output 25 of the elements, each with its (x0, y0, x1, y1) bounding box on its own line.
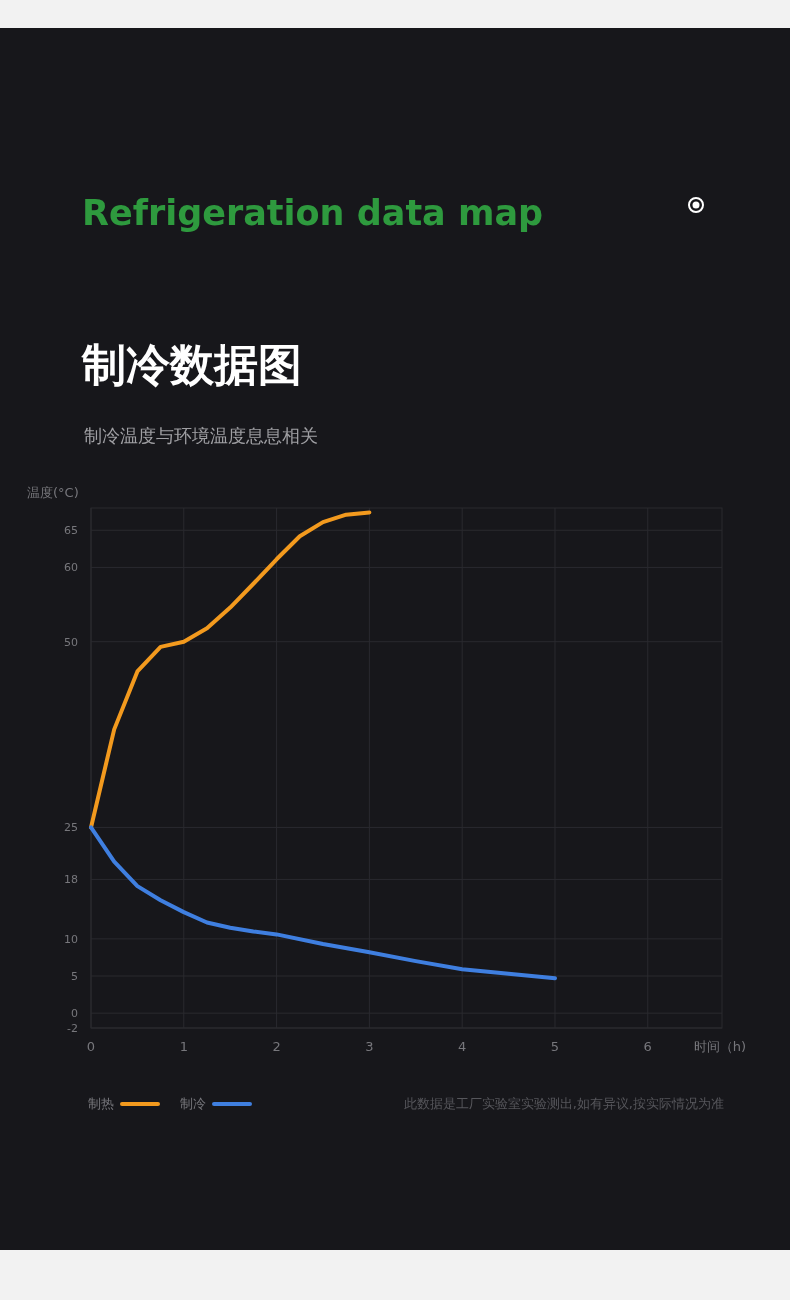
y-tick-label: 25 (64, 821, 78, 835)
x-tick-label: 2 (272, 1039, 281, 1054)
y-tick-label: 5 (71, 970, 78, 983)
y-axis-title: 温度(°C) (27, 485, 79, 500)
chart-title: Refrigeration data map (82, 193, 544, 233)
x-tick-label: 4 (458, 1039, 467, 1054)
x-tick-label: 5 (550, 1039, 560, 1054)
y-tick-label: 60 (64, 561, 78, 575)
y-tick-label: 10 (64, 932, 78, 946)
x-tick-label: 6 (643, 1039, 652, 1054)
y-tick-label: 0 (71, 1007, 78, 1021)
y-tick-label: 18 (64, 873, 78, 887)
text: 此数据是工厂实验室实验测出,如有异议,按实际情况为准 (403, 1096, 724, 1111)
x-tick-label: 0 (86, 1039, 96, 1054)
x-axis-title: 时间（h) (693, 1039, 746, 1054)
y-tick-label: 50 (64, 635, 78, 649)
legend-label: 制热 (88, 1096, 114, 1111)
line-series (89, 825, 557, 981)
chart-subtitle: 制冷数据图 (81, 339, 302, 390)
x-tick-label: 1 (179, 1039, 188, 1054)
legend-label: 制冷 (180, 1096, 206, 1111)
y-tick-label: 65 (64, 524, 78, 538)
x-tick-label: 3 (365, 1039, 374, 1054)
y-tick-label: -2 (67, 1022, 78, 1035)
text: 制冷温度与环境温度息息相关 (84, 425, 318, 446)
